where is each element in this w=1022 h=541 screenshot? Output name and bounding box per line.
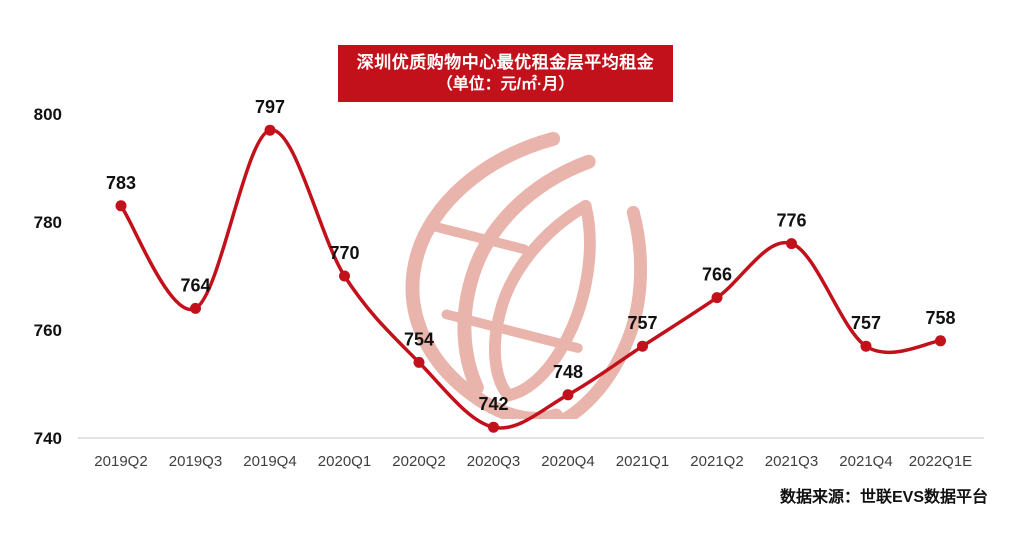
data-point-label: 757 <box>627 313 657 333</box>
x-axis-tick-label: 2022Q1E <box>909 453 972 470</box>
data-source-note: 数据来源：世联EVS数据平台 <box>779 489 988 506</box>
data-point-marker <box>935 335 946 347</box>
x-axis-tick-label: 2020Q4 <box>541 453 594 470</box>
data-point-label: 758 <box>925 308 955 328</box>
watermark-lens-left-arc <box>489 199 592 402</box>
x-axis-tick-label: 2021Q1 <box>616 453 669 470</box>
data-point-marker <box>264 124 276 136</box>
data-point-label: 766 <box>702 265 732 285</box>
data-point-marker <box>488 421 499 433</box>
data-point-label: 776 <box>776 211 806 231</box>
x-axis-tick-label: 2021Q4 <box>839 453 892 470</box>
y-axis-tick-label: 760 <box>34 321 62 340</box>
data-point-marker <box>339 270 350 282</box>
x-axis-tick-label: 2019Q3 <box>169 453 222 470</box>
world-union-logo-watermark <box>405 131 648 419</box>
chart-title-box: 深圳优质购物中心最优租金层平均租金 （单位：元/㎡·月） <box>338 45 673 102</box>
watermark-meridian-arc <box>457 154 596 395</box>
x-axis-tick-label: 2021Q2 <box>690 453 743 470</box>
data-point-label: 754 <box>404 329 434 349</box>
data-point-label: 783 <box>106 173 136 193</box>
data-point-label: 748 <box>553 362 583 382</box>
watermark-latitude-line-upper <box>425 220 529 255</box>
x-axis-tick-label: 2021Q3 <box>765 453 818 470</box>
chart-title: 深圳优质购物中心最优租金层平均租金 <box>356 52 655 72</box>
watermark-lens-right-arc <box>502 199 596 402</box>
y-axis-tick-label: 740 <box>34 429 62 448</box>
watermark-outer-right-arc <box>556 205 648 419</box>
y-axis-tick-label: 800 <box>34 105 62 124</box>
watermark-outer-left-arc <box>405 131 563 419</box>
data-point-marker <box>413 356 425 368</box>
data-point-marker <box>562 389 574 401</box>
x-axis-tick-label: 2020Q1 <box>318 453 371 470</box>
data-point-label: 757 <box>851 313 881 333</box>
data-point-marker <box>711 292 723 304</box>
data-point-marker <box>786 238 797 250</box>
x-axis-tick-label: 2019Q2 <box>94 453 147 470</box>
watermark-latitude-line-lower <box>441 309 583 353</box>
data-point-label: 742 <box>478 394 508 414</box>
data-point-marker <box>860 340 872 352</box>
data-point-marker <box>115 200 127 212</box>
x-axis-tick-label: 2019Q4 <box>243 453 296 470</box>
data-point-label: 797 <box>255 97 285 117</box>
chart-unit-label: （单位：元/㎡·月） <box>436 76 575 94</box>
data-point-marker <box>637 340 648 352</box>
data-point-label: 770 <box>329 243 359 263</box>
data-point-marker <box>190 302 201 314</box>
y-axis-tick-label: 780 <box>34 213 62 232</box>
x-axis-tick-label: 2020Q3 <box>467 453 520 470</box>
x-axis-tick-label: 2020Q2 <box>392 453 445 470</box>
rent-line-series <box>119 128 941 430</box>
data-point-label: 764 <box>180 275 210 295</box>
